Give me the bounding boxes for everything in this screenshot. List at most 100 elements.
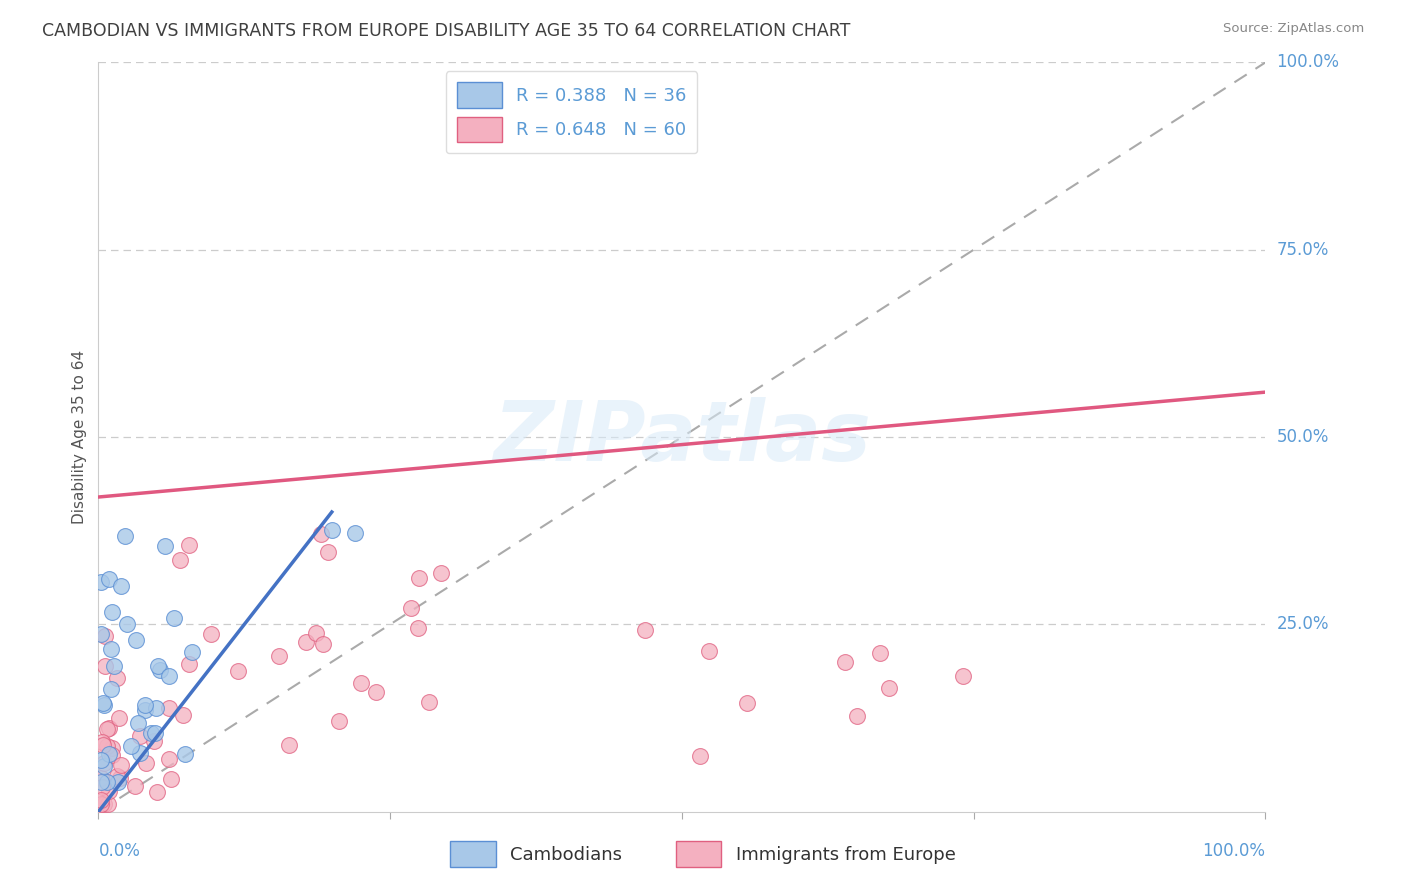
- Point: [115, 616, 138, 631]
- Point: [125, 632, 148, 647]
- Point: [90, 797, 112, 812]
- Point: [139, 726, 162, 740]
- Point: [90, 793, 112, 807]
- Point: [408, 570, 430, 584]
- Point: [97, 797, 120, 812]
- Point: [160, 772, 183, 787]
- Point: [90, 575, 112, 590]
- Point: [105, 768, 128, 782]
- Point: [366, 685, 388, 699]
- Point: [399, 601, 422, 615]
- Text: 100.0%: 100.0%: [1202, 842, 1265, 860]
- Point: [155, 539, 177, 553]
- Point: [135, 756, 157, 770]
- Point: [157, 669, 180, 683]
- Point: [877, 681, 900, 696]
- Point: [267, 648, 290, 663]
- Point: [94, 629, 117, 643]
- Point: [93, 797, 115, 812]
- Point: [103, 658, 125, 673]
- Point: [97, 572, 120, 586]
- Point: [101, 605, 124, 619]
- Point: [120, 739, 142, 753]
- Point: [96, 739, 118, 753]
- Point: [278, 738, 301, 752]
- Point: [134, 703, 156, 717]
- Point: [110, 771, 132, 785]
- Point: [321, 524, 343, 538]
- Point: [114, 529, 136, 543]
- Point: [149, 663, 172, 677]
- Text: CAMBODIAN VS IMMIGRANTS FROM EUROPE DISABILITY AGE 35 TO 64 CORRELATION CHART: CAMBODIAN VS IMMIGRANTS FROM EUROPE DISA…: [42, 22, 851, 40]
- Text: 25.0%: 25.0%: [1277, 615, 1329, 633]
- Point: [952, 669, 974, 683]
- Point: [350, 676, 373, 690]
- Point: [163, 610, 186, 624]
- Text: 75.0%: 75.0%: [1277, 241, 1329, 259]
- Point: [134, 698, 156, 713]
- Point: [110, 758, 132, 772]
- Point: [689, 748, 711, 763]
- Point: [93, 756, 115, 771]
- Point: [110, 579, 132, 593]
- Text: 100.0%: 100.0%: [1277, 54, 1340, 71]
- Point: [294, 635, 316, 649]
- Point: [328, 714, 350, 728]
- Point: [91, 696, 114, 710]
- Point: [311, 526, 333, 541]
- Point: [90, 754, 112, 768]
- Point: [157, 701, 180, 715]
- Point: [129, 729, 152, 743]
- Point: [90, 774, 112, 789]
- Point: [143, 726, 166, 740]
- Legend: R = 0.388   N = 36, R = 0.648   N = 60: R = 0.388 N = 36, R = 0.648 N = 60: [446, 71, 697, 153]
- Point: [344, 525, 367, 540]
- Point: [318, 545, 340, 559]
- Point: [634, 623, 657, 637]
- Point: [169, 553, 191, 567]
- Text: ZIPatlas: ZIPatlas: [494, 397, 870, 477]
- Point: [105, 671, 128, 685]
- Point: [697, 644, 720, 658]
- Point: [735, 697, 758, 711]
- Point: [430, 566, 453, 580]
- Point: [90, 772, 112, 786]
- Point: [305, 626, 328, 640]
- Point: [174, 747, 197, 762]
- Y-axis label: Disability Age 35 to 64: Disability Age 35 to 64: [72, 350, 87, 524]
- Point: [869, 646, 891, 660]
- Point: [228, 664, 250, 678]
- Point: [91, 738, 114, 752]
- Point: [90, 735, 112, 749]
- Point: [93, 759, 115, 773]
- Point: [100, 642, 122, 657]
- Point: [97, 747, 120, 761]
- Point: [418, 695, 440, 709]
- Point: [101, 747, 124, 762]
- Point: [145, 701, 167, 715]
- Point: [200, 626, 222, 640]
- Point: [90, 780, 112, 794]
- Point: [180, 645, 202, 659]
- Point: [96, 722, 118, 736]
- Point: [177, 537, 200, 551]
- Point: [834, 655, 856, 669]
- Point: [148, 659, 170, 673]
- Point: [98, 722, 121, 736]
- Point: [100, 740, 122, 755]
- Point: [127, 715, 149, 730]
- Point: [90, 627, 112, 641]
- Point: [108, 711, 131, 725]
- Point: [157, 752, 180, 766]
- Point: [179, 657, 201, 671]
- Text: Source: ZipAtlas.com: Source: ZipAtlas.com: [1223, 22, 1364, 36]
- Point: [94, 659, 117, 673]
- Point: [100, 681, 122, 696]
- Point: [107, 774, 129, 789]
- Point: [129, 746, 152, 760]
- Point: [146, 785, 169, 799]
- Point: [311, 637, 333, 651]
- Point: [172, 707, 194, 722]
- Point: [846, 709, 869, 723]
- Point: [406, 621, 429, 635]
